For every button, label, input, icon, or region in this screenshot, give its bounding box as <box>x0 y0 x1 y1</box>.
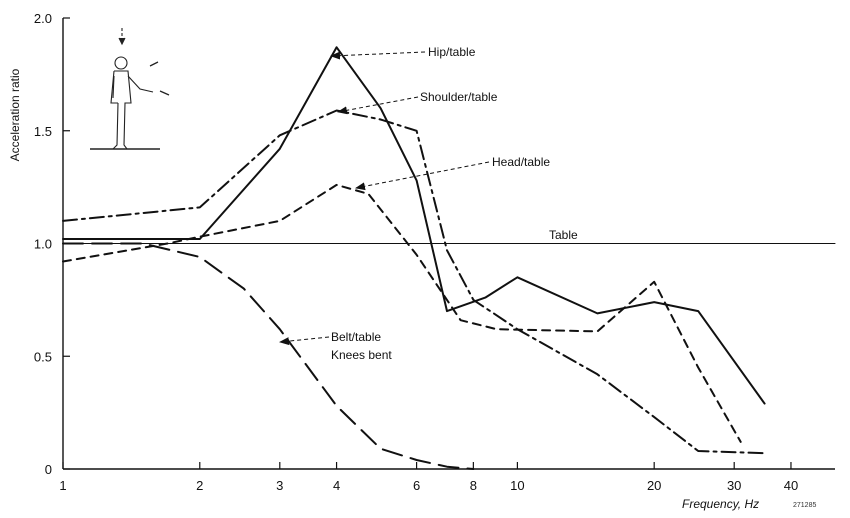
x-tick-label: 1 <box>59 478 66 493</box>
x-axis-title: Frequency, Hz <box>682 497 759 511</box>
series-line-head-table <box>62 183 742 443</box>
x-tick-label: 40 <box>784 478 798 493</box>
annotation-table: Table <box>549 228 578 242</box>
x-tick-label: 2 <box>196 478 203 493</box>
series-line-hip-table <box>62 46 766 405</box>
x-tick-label: 6 <box>413 478 420 493</box>
y-tick-label: 0 <box>45 462 52 477</box>
x-tick-label: 20 <box>647 478 661 493</box>
y-axis-title: Acceleration ratio <box>8 68 22 161</box>
series-line-shoulder-table <box>62 109 766 455</box>
y-tick-label: 0.5 <box>34 349 52 364</box>
y-tick-label: 2.0 <box>34 11 52 26</box>
axis-ticks: 1 2 3 4 6 8 10 20 30 40 0 0.5 1.0 1.5 2.0 <box>34 11 798 493</box>
hip-table-leader-arrow <box>330 51 426 60</box>
x-tick-label: 10 <box>510 478 524 493</box>
annotation-belt-table: Belt/table <box>331 330 381 344</box>
y-tick-label: 1.5 <box>34 124 52 139</box>
series-line-belt-table-knees-bent <box>62 242 475 470</box>
x-tick-label: 4 <box>333 478 340 493</box>
series-layer <box>62 46 836 470</box>
annotation-head-table: Head/table <box>492 155 550 169</box>
annotation-knees-bent: Knees bent <box>331 348 392 362</box>
standing-person-figure <box>90 28 170 150</box>
y-tick-label: 1.0 <box>34 237 52 252</box>
x-tick-label: 30 <box>727 478 741 493</box>
annotation-shoulder-table: Shoulder/table <box>420 90 498 104</box>
belt-table-leader-arrow <box>279 336 330 346</box>
annotation-hip-table: Hip/table <box>428 45 476 59</box>
head-table-leader-arrow <box>355 161 490 191</box>
x-tick-label: 3 <box>276 478 283 493</box>
x-tick-label: 8 <box>470 478 477 493</box>
figure-code: 271285 <box>793 502 816 509</box>
